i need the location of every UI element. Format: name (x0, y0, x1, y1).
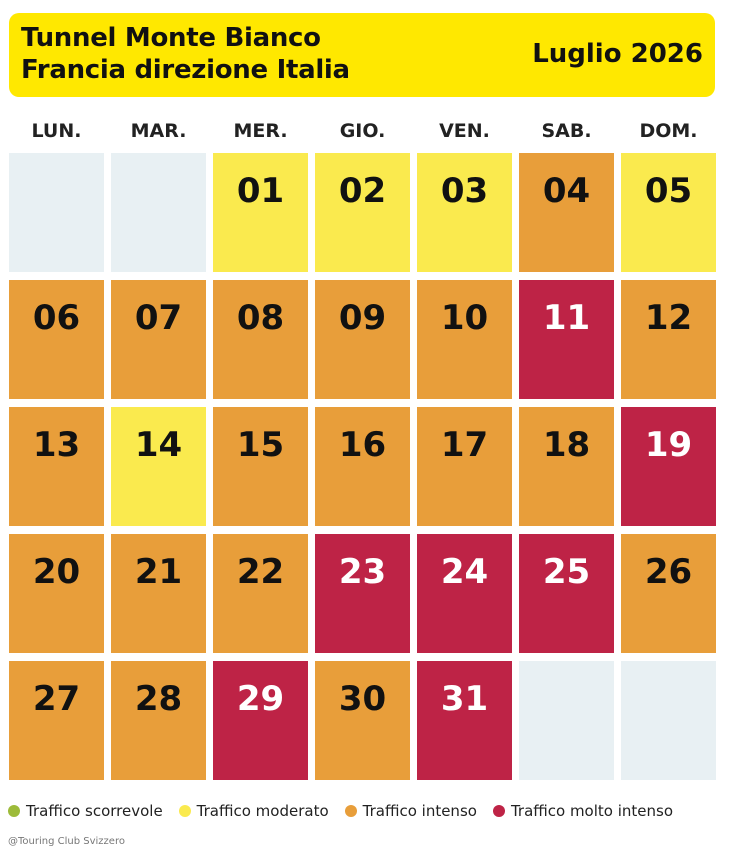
day-number: 06 (32, 298, 81, 338)
legend-item: Traffico molto intenso (492, 802, 674, 820)
day-number: 23 (338, 552, 387, 592)
day-number: 20 (32, 552, 81, 592)
day-number: 07 (134, 298, 183, 338)
day-number: 19 (644, 425, 693, 465)
day-cell: 11 (519, 280, 614, 399)
day-number: 09 (338, 298, 387, 338)
day-cell: 25 (519, 534, 614, 653)
day-number: 25 (542, 552, 591, 592)
day-cell: 26 (621, 534, 716, 653)
day-cell: 30 (315, 661, 410, 780)
day-cell: 12 (621, 280, 716, 399)
day-cell: 04 (519, 153, 614, 272)
day-number: 03 (440, 171, 489, 211)
header: Tunnel Monte Bianco Francia direzione It… (9, 13, 715, 97)
weekday: MER. (233, 120, 288, 142)
empty-cell (111, 153, 206, 272)
day-cell: 23 (315, 534, 410, 653)
day-cell: 02 (315, 153, 410, 272)
day-cell: 24 (417, 534, 512, 653)
weekday: SAB. (541, 120, 592, 142)
day-cell: 31 (417, 661, 512, 780)
day-number: 28 (134, 679, 183, 719)
legend-item: Traffico intenso (344, 802, 477, 820)
day-number: 27 (32, 679, 81, 719)
day-cell: 05 (621, 153, 716, 272)
legend-label: Traffico scorrevole (26, 802, 163, 820)
day-number: 24 (440, 552, 489, 592)
day-cell: 13 (9, 407, 104, 526)
day-cell: 17 (417, 407, 512, 526)
empty-cell (519, 661, 614, 780)
legend-item: Traffico moderato (178, 802, 329, 820)
weekday: DOM. (639, 120, 698, 142)
day-cell: 16 (315, 407, 410, 526)
day-cell: 08 (213, 280, 308, 399)
day-cell: 21 (111, 534, 206, 653)
day-number: 29 (236, 679, 285, 719)
day-number: 15 (236, 425, 285, 465)
day-number: 31 (440, 679, 489, 719)
day-number: 01 (236, 171, 285, 211)
day-cell: 15 (213, 407, 308, 526)
title-line: Francia direzione Italia (21, 55, 350, 85)
day-cell: 20 (9, 534, 104, 653)
day-cell: 03 (417, 153, 512, 272)
day-number: 04 (542, 171, 591, 211)
day-cell: 07 (111, 280, 206, 399)
day-cell: 01 (213, 153, 308, 272)
legend-item: Traffico scorrevole (8, 802, 163, 820)
day-number: 18 (542, 425, 591, 465)
legend: Traffico scorrevole Traffico moderato Traf… (8, 802, 673, 820)
empty-cell (9, 153, 104, 272)
day-number: 22 (236, 552, 285, 592)
day-cell: 10 (417, 280, 512, 399)
day-number: 08 (236, 298, 285, 338)
empty-cell (621, 661, 716, 780)
legend-dot (492, 805, 505, 817)
legend-dot (178, 805, 191, 817)
weekday: LUN. (31, 120, 82, 142)
day-cell: 06 (9, 280, 104, 399)
day-cell: 18 (519, 407, 614, 526)
weekday: GIO. (339, 120, 386, 142)
day-number: 26 (644, 552, 693, 592)
day-cell: 28 (111, 661, 206, 780)
day-cell: 22 (213, 534, 308, 653)
day-cell: 14 (111, 407, 206, 526)
legend-label: Traffico intenso (362, 802, 477, 820)
weekday: MAR. (130, 120, 187, 142)
title-line: Tunnel Monte Bianco (21, 23, 321, 53)
day-number: 16 (338, 425, 387, 465)
day-cell: 29 (213, 661, 308, 780)
day-number: 13 (32, 425, 81, 465)
day-number: 12 (644, 298, 693, 338)
legend-dot (8, 805, 20, 817)
day-number: 05 (644, 171, 693, 211)
month: Luglio 2026 (532, 39, 703, 69)
day-number: 11 (542, 298, 591, 338)
legend-label: Traffico moderato (196, 802, 329, 820)
day-number: 21 (134, 552, 183, 592)
day-number: 30 (338, 679, 387, 719)
day-number: 17 (440, 425, 489, 465)
day-number: 02 (338, 171, 387, 211)
day-cell: 09 (315, 280, 410, 399)
legend-label: Traffico molto intenso (510, 802, 674, 820)
credit: @Touring Club Svizzero (8, 836, 125, 847)
weekday: VEN. (439, 120, 490, 142)
legend-dot (344, 805, 357, 817)
day-number: 14 (134, 425, 183, 465)
day-cell: 19 (621, 407, 716, 526)
day-cell: 27 (9, 661, 104, 780)
day-number: 10 (440, 298, 489, 338)
